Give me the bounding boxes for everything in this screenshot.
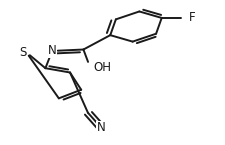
Text: OH: OH xyxy=(94,61,112,74)
Text: F: F xyxy=(189,11,195,24)
Text: S: S xyxy=(19,46,26,59)
Text: N: N xyxy=(48,45,56,57)
Text: N: N xyxy=(97,121,106,134)
